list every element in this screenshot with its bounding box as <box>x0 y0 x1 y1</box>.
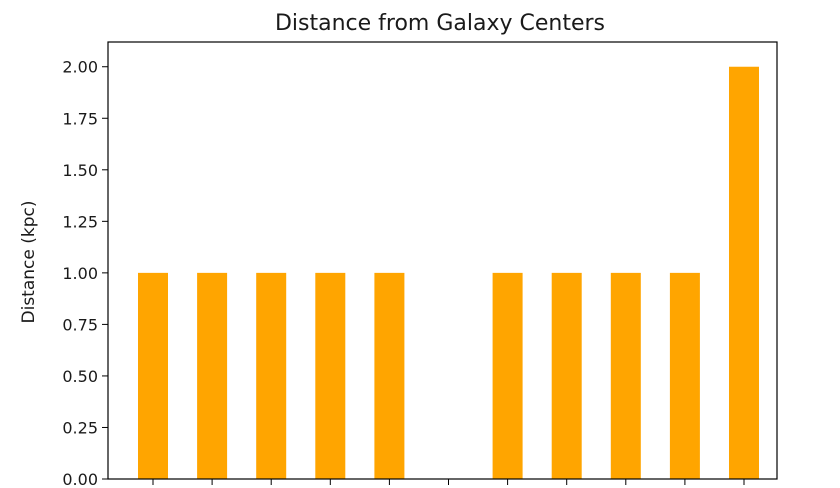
y-tick-label: 0.25 <box>62 418 98 437</box>
bar <box>374 272 405 479</box>
y-tick-label: 1.00 <box>62 264 98 283</box>
bar <box>197 272 228 479</box>
y-axis-label: Distance (kpc) <box>19 201 39 324</box>
y-tick-label: 1.25 <box>62 212 98 231</box>
y-tick-label: 0.50 <box>62 367 98 386</box>
chart-title: Distance from Galaxy Centers <box>275 11 605 36</box>
y-tick-label: 2.00 <box>62 58 98 77</box>
y-tick-label: 0.00 <box>62 470 98 488</box>
y-tick-label: 1.75 <box>62 109 98 128</box>
x-axis-ticks <box>152 479 745 485</box>
plot-frame <box>107 41 778 480</box>
bar <box>256 272 287 479</box>
bar <box>315 272 346 479</box>
bar <box>610 272 641 479</box>
y-tick-label: 1.50 <box>62 161 98 180</box>
y-axis-ticks: 0.00 0.25 0.50 0.75 1.00 1.25 1.50 1.75 2.00 <box>62 58 108 488</box>
bar <box>492 272 523 479</box>
bars-group <box>138 66 759 480</box>
bar <box>729 66 759 480</box>
bar <box>669 272 700 479</box>
bar <box>138 272 168 479</box>
bar <box>551 272 582 479</box>
y-tick-label: 0.75 <box>62 315 98 334</box>
